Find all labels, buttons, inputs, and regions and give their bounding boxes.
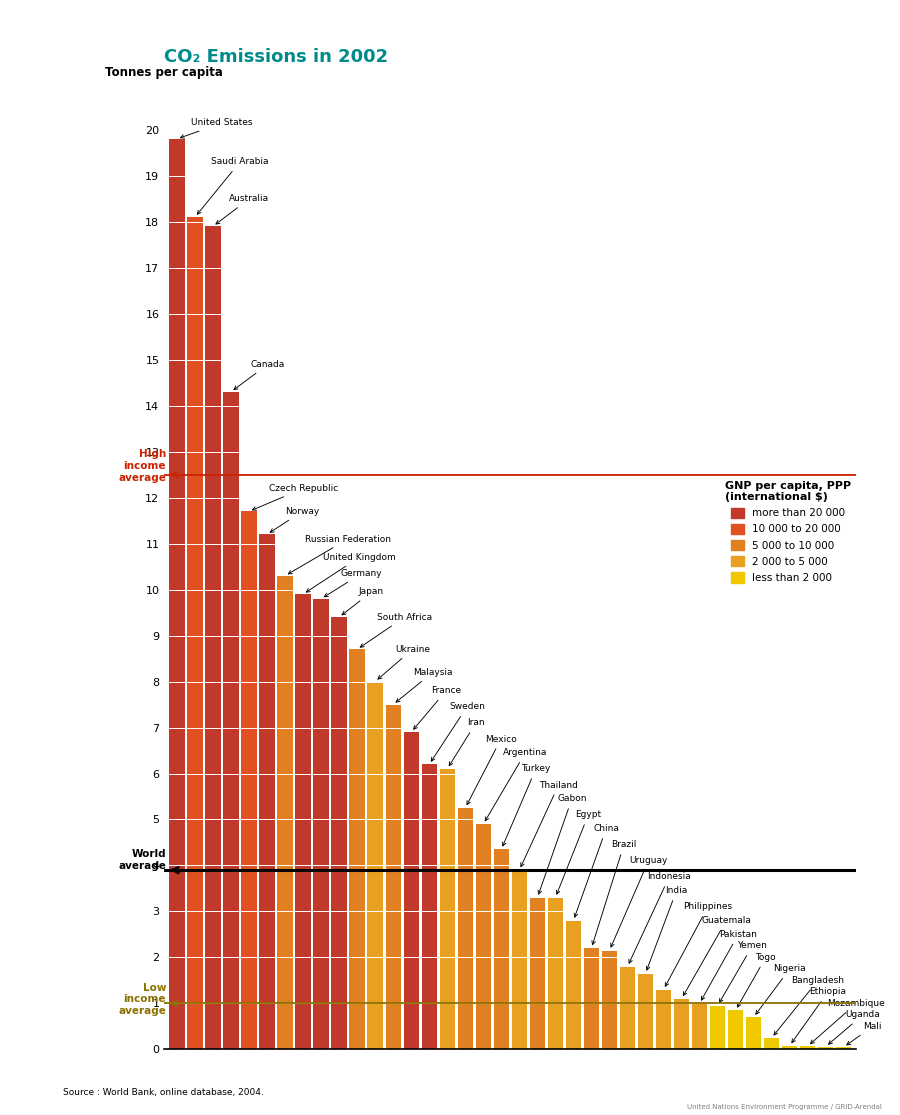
- Bar: [223, 391, 238, 1049]
- Text: Canada: Canada: [234, 360, 285, 389]
- Bar: [512, 870, 527, 1049]
- Text: Ethiopia: Ethiopia: [792, 988, 847, 1043]
- Bar: [439, 769, 454, 1049]
- Text: India: India: [646, 886, 688, 970]
- Text: Togo: Togo: [737, 953, 776, 1007]
- Text: Sweden: Sweden: [431, 702, 485, 762]
- Bar: [620, 967, 635, 1049]
- Text: Mexico: Mexico: [467, 735, 517, 805]
- Text: Norway: Norway: [270, 507, 320, 532]
- Text: Gabon: Gabon: [538, 794, 587, 894]
- Bar: [728, 1010, 743, 1049]
- Text: South Africa: South Africa: [360, 612, 432, 647]
- Text: Nigeria: Nigeria: [756, 964, 806, 1015]
- Text: World
average: World average: [118, 850, 166, 871]
- Bar: [638, 973, 653, 1049]
- Text: Tonnes per capita: Tonnes per capita: [105, 66, 223, 79]
- Text: Turkey: Turkey: [502, 765, 551, 846]
- Bar: [259, 534, 274, 1049]
- Text: United Nations Environment Programme / GRID-Arendal: United Nations Environment Programme / G…: [687, 1105, 882, 1111]
- Bar: [692, 1004, 707, 1049]
- Bar: [385, 705, 400, 1049]
- Text: Japan: Japan: [342, 588, 384, 614]
- Bar: [710, 1006, 725, 1049]
- Text: China: China: [574, 824, 619, 917]
- Bar: [800, 1046, 815, 1049]
- Bar: [241, 512, 256, 1049]
- Text: Iran: Iran: [449, 718, 485, 766]
- Text: Bangladesh: Bangladesh: [774, 976, 844, 1035]
- Text: Australia: Australia: [216, 194, 269, 224]
- Bar: [403, 733, 418, 1049]
- Bar: [818, 1047, 833, 1049]
- Text: Pakistan: Pakistan: [701, 930, 757, 1000]
- Bar: [566, 921, 581, 1049]
- Text: Saudi Arabia: Saudi Arabia: [197, 157, 268, 214]
- Bar: [313, 599, 328, 1049]
- Bar: [349, 649, 364, 1049]
- Bar: [746, 1017, 761, 1049]
- Text: Russian Federation: Russian Federation: [288, 534, 391, 574]
- Text: Egypt: Egypt: [556, 811, 601, 894]
- Text: Germany: Germany: [324, 569, 382, 597]
- Bar: [277, 575, 292, 1049]
- Bar: [475, 824, 491, 1049]
- Text: United Kingdom: United Kingdom: [306, 553, 396, 592]
- Text: Indonesia: Indonesia: [629, 872, 691, 963]
- Text: Czech Republic: Czech Republic: [253, 484, 338, 511]
- Bar: [421, 764, 436, 1049]
- Text: Malaysia: Malaysia: [396, 668, 453, 702]
- Bar: [530, 898, 545, 1049]
- Bar: [187, 217, 202, 1049]
- Text: High
income
average: High income average: [118, 449, 166, 483]
- Bar: [584, 948, 599, 1049]
- Bar: [331, 618, 346, 1049]
- Bar: [548, 898, 563, 1049]
- Text: Source : World Bank, online database, 2004.: Source : World Bank, online database, 20…: [63, 1088, 264, 1097]
- Text: Argentina: Argentina: [485, 748, 547, 821]
- Text: Uganda: Uganda: [829, 1010, 880, 1044]
- Bar: [169, 139, 184, 1049]
- Text: Low
income
average: Low income average: [118, 982, 166, 1016]
- Text: Yemen: Yemen: [719, 941, 767, 1002]
- Text: Brazil: Brazil: [592, 841, 636, 944]
- Bar: [674, 999, 689, 1049]
- Bar: [602, 951, 617, 1049]
- Text: France: France: [414, 686, 461, 729]
- Text: Guatemala: Guatemala: [683, 917, 752, 996]
- Bar: [493, 850, 508, 1049]
- Text: Ukraine: Ukraine: [378, 644, 430, 679]
- Text: Mali: Mali: [847, 1022, 882, 1045]
- Text: Philippines: Philippines: [665, 902, 733, 987]
- Text: Mozambique: Mozambique: [811, 999, 886, 1044]
- Bar: [656, 990, 671, 1049]
- Text: Uruguay: Uruguay: [611, 856, 668, 947]
- Bar: [457, 808, 472, 1049]
- Bar: [836, 1047, 851, 1049]
- Text: CO₂ Emissions in 2002: CO₂ Emissions in 2002: [165, 48, 389, 67]
- Bar: [205, 226, 220, 1049]
- Bar: [782, 1046, 797, 1049]
- Bar: [367, 681, 382, 1049]
- Bar: [295, 594, 310, 1049]
- Text: United States: United States: [181, 118, 253, 138]
- Bar: [764, 1038, 779, 1049]
- Legend: more than 20 000, 10 000 to 20 000, 5 000 to 10 000, 2 000 to 5 000, less than 2: more than 20 000, 10 000 to 20 000, 5 00…: [725, 481, 851, 583]
- Text: Thailand: Thailand: [521, 780, 578, 866]
